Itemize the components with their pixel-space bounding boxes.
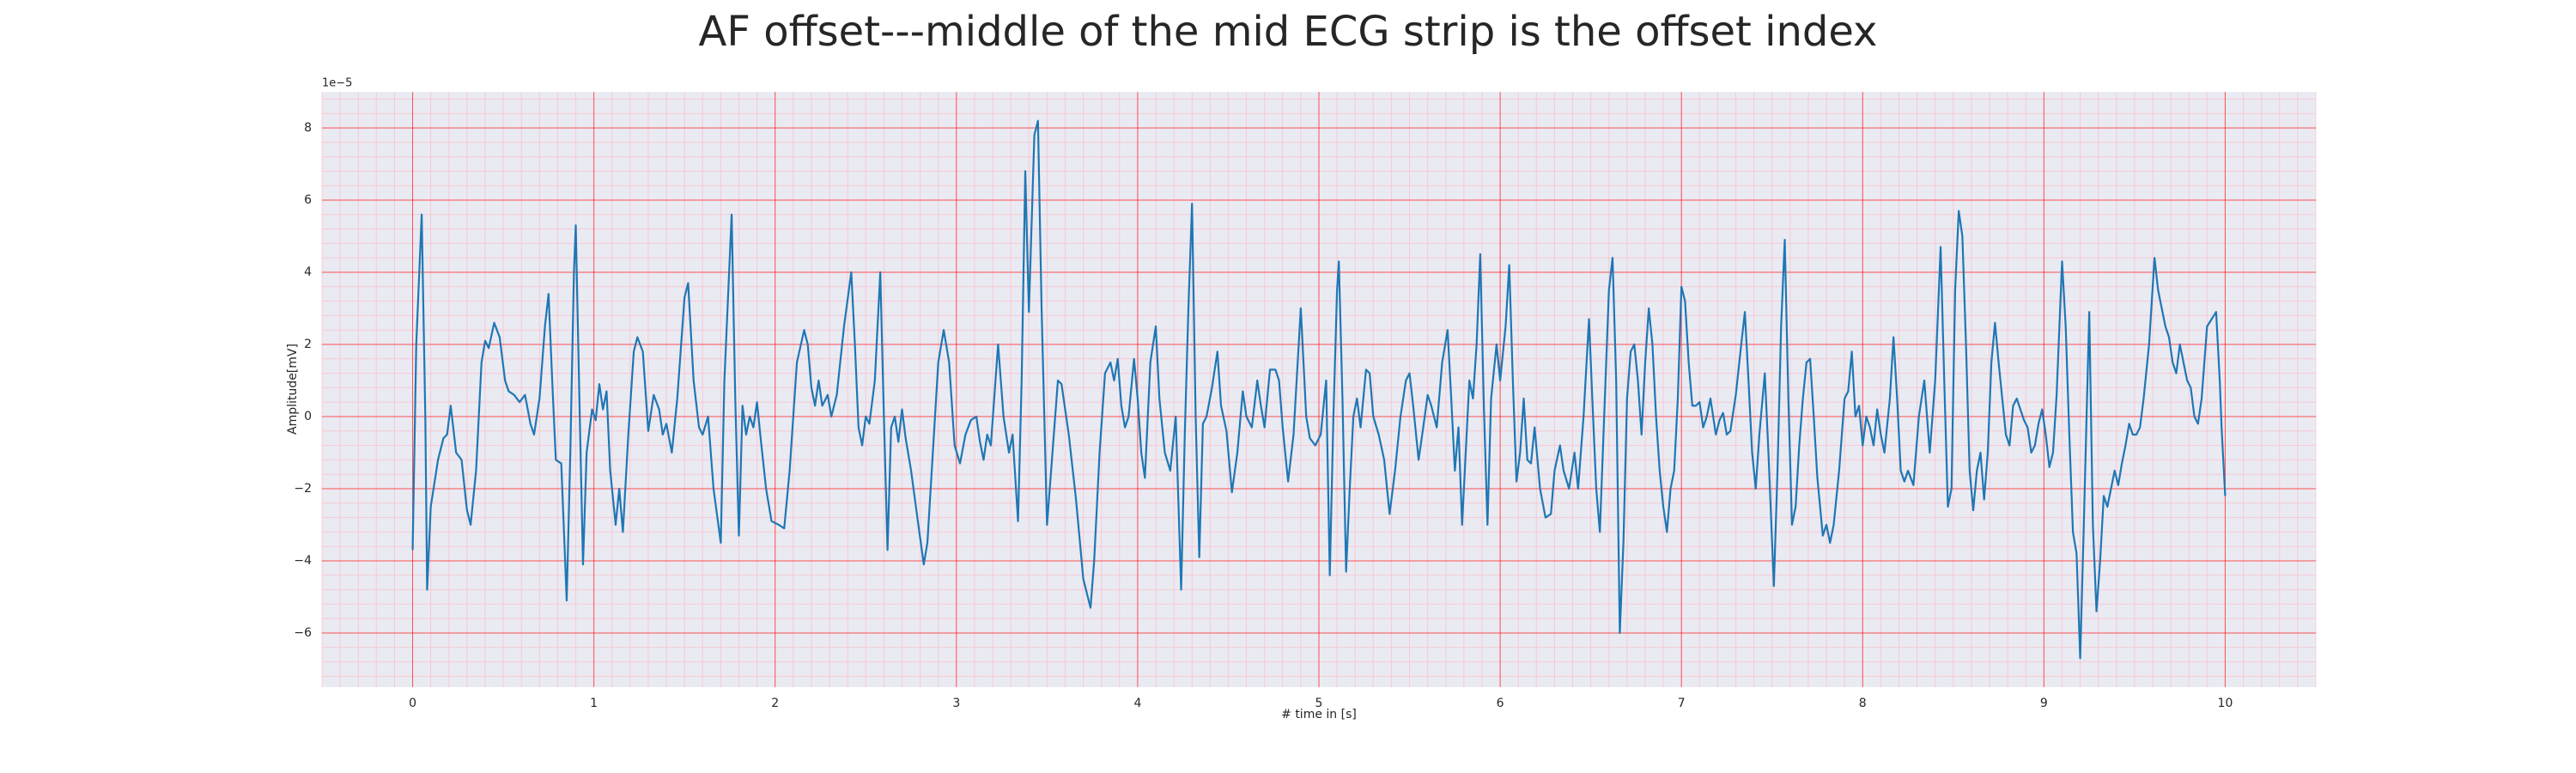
x-tick-label: 5 (1315, 697, 1323, 710)
y-tick-label: −2 (294, 482, 312, 496)
y-tick-label: 0 (304, 410, 312, 423)
y-tick-label: 6 (304, 193, 312, 207)
y-tick-label: 8 (304, 121, 312, 135)
chart-title: AF offset---middle of the mid ECG strip … (699, 8, 1878, 56)
y-axis-label: Amplitude[mV] (286, 344, 300, 435)
x-tick-label: 6 (1497, 697, 1504, 710)
x-tick-label: 1 (590, 697, 598, 710)
x-tick-label: 7 (1678, 697, 1686, 710)
y-tick-label: −6 (294, 626, 312, 640)
x-tick-label: 4 (1133, 697, 1141, 710)
x-tick-label: 9 (2040, 697, 2048, 710)
x-tick-label: 3 (952, 697, 960, 710)
ecg-line (411, 119, 2227, 660)
x-tick-label: 8 (1859, 697, 1867, 710)
plot-area (321, 92, 2317, 687)
y-tick-label: 4 (304, 265, 312, 279)
x-tick-label: 2 (771, 697, 779, 710)
x-tick-label: 10 (2218, 697, 2233, 710)
x-tick-label: 0 (409, 697, 416, 710)
y-offset-label: 1e−5 (322, 77, 352, 90)
y-tick-label: −4 (294, 554, 312, 568)
y-tick-label: 2 (304, 338, 312, 351)
x-axis-label: # time in [s] (1281, 708, 1357, 721)
